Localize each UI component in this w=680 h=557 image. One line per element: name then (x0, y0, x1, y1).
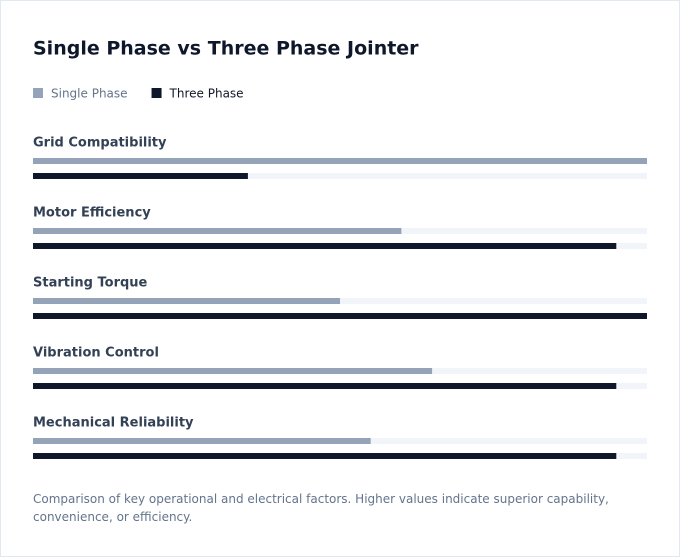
bar (33, 368, 433, 374)
category-label: Mechanical Reliability (33, 416, 194, 431)
bar (33, 453, 617, 459)
bar-track (33, 173, 647, 179)
bar (33, 298, 340, 304)
category-label: Starting Torque (33, 276, 148, 291)
legend-label: Three Phase (169, 87, 244, 101)
category-label: Vibration Control (33, 346, 159, 361)
legend-swatch (33, 88, 43, 98)
bar (33, 243, 617, 249)
bar (33, 173, 248, 179)
legend-label: Single Phase (51, 87, 128, 101)
bar (33, 383, 617, 389)
bar (33, 313, 647, 319)
category-label: Grid Compatibility (33, 136, 167, 151)
chart: Single Phase vs Three Phase Jointer Sing… (33, 38, 647, 459)
category-label: Motor Efficiency (33, 206, 151, 221)
chart-title: Single Phase vs Three Phase Jointer (33, 38, 419, 60)
bar (33, 228, 402, 234)
bar (33, 438, 371, 444)
legend-swatch (151, 88, 162, 98)
bar (33, 158, 647, 164)
caption: Comparison of key operational and electr… (33, 492, 609, 524)
